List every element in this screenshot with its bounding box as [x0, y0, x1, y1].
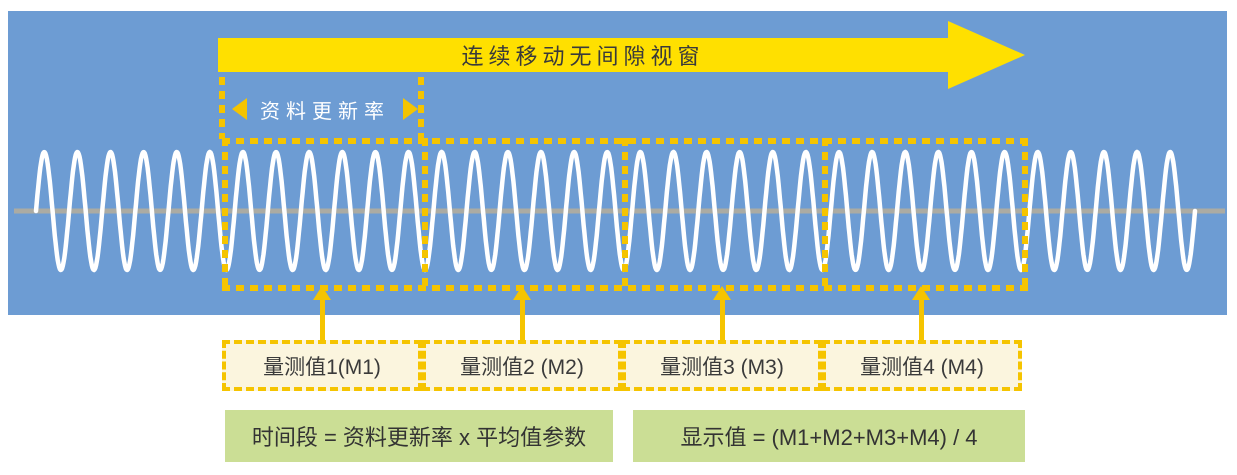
waveform-panel: 连续移动无间隙视窗 资料更新率 [8, 11, 1227, 315]
measurement-box-m4: 量测值4 (M4) [822, 340, 1022, 391]
measurement-box-m2: 量测值2 (M2) [422, 340, 622, 391]
formula-box-period: 时间段 = 资料更新率 x 平均值参数 [225, 410, 613, 462]
measurement-label-m2: 量测值2 (M2) [460, 355, 584, 379]
window-rect-left-edge [222, 138, 228, 291]
sine-wave-path [33, 149, 1198, 273]
arrow-left-icon [232, 98, 247, 120]
formula-box-display-value: 显示值 = (M1+M2+M3+M4) / 4 [633, 410, 1025, 462]
formula-display-value-text: 显示值 = (M1+M2+M3+M4) / 4 [680, 425, 978, 450]
moving-window-arrow-head-icon [948, 21, 1025, 89]
measurement-label-m4: 量测值4 (M4) [860, 355, 984, 379]
arrow-right-icon [403, 98, 418, 120]
update-rate-right-tick [418, 77, 424, 139]
up-arrow-icon-2 [513, 286, 531, 300]
update-rate-left-tick [219, 77, 225, 139]
window-rect-right-edge [1022, 138, 1028, 291]
up-arrow-icon-4 [912, 286, 930, 300]
measurement-label-m1: 量测值1(M1) [263, 355, 381, 379]
moving-window-arrow-body: 连续移动无间隙视窗 [218, 38, 948, 72]
window-divider-2 [622, 138, 628, 291]
moving-window-label: 连续移动无间隙视窗 [461, 44, 705, 69]
up-arrow-icon-1 [313, 286, 331, 300]
up-arrow-stem-1 [320, 298, 325, 341]
measurement-box-m1: 量测值1(M1) [222, 340, 422, 391]
formula-period-text: 时间段 = 资料更新率 x 平均值参数 [251, 425, 587, 450]
update-rate-bracket: 资料更新率 [228, 89, 422, 129]
up-arrow-stem-2 [520, 298, 525, 341]
window-divider-1 [422, 138, 428, 291]
up-arrow-stem-4 [919, 298, 924, 341]
measurement-label-m3: 量测值3 (M3) [660, 355, 784, 379]
window-divider-3 [822, 138, 828, 291]
up-arrow-stem-3 [720, 298, 725, 341]
update-rate-label: 资料更新率 [260, 100, 390, 123]
measurement-box-m3: 量测值3 (M3) [622, 340, 822, 391]
up-arrow-icon-3 [713, 286, 731, 300]
